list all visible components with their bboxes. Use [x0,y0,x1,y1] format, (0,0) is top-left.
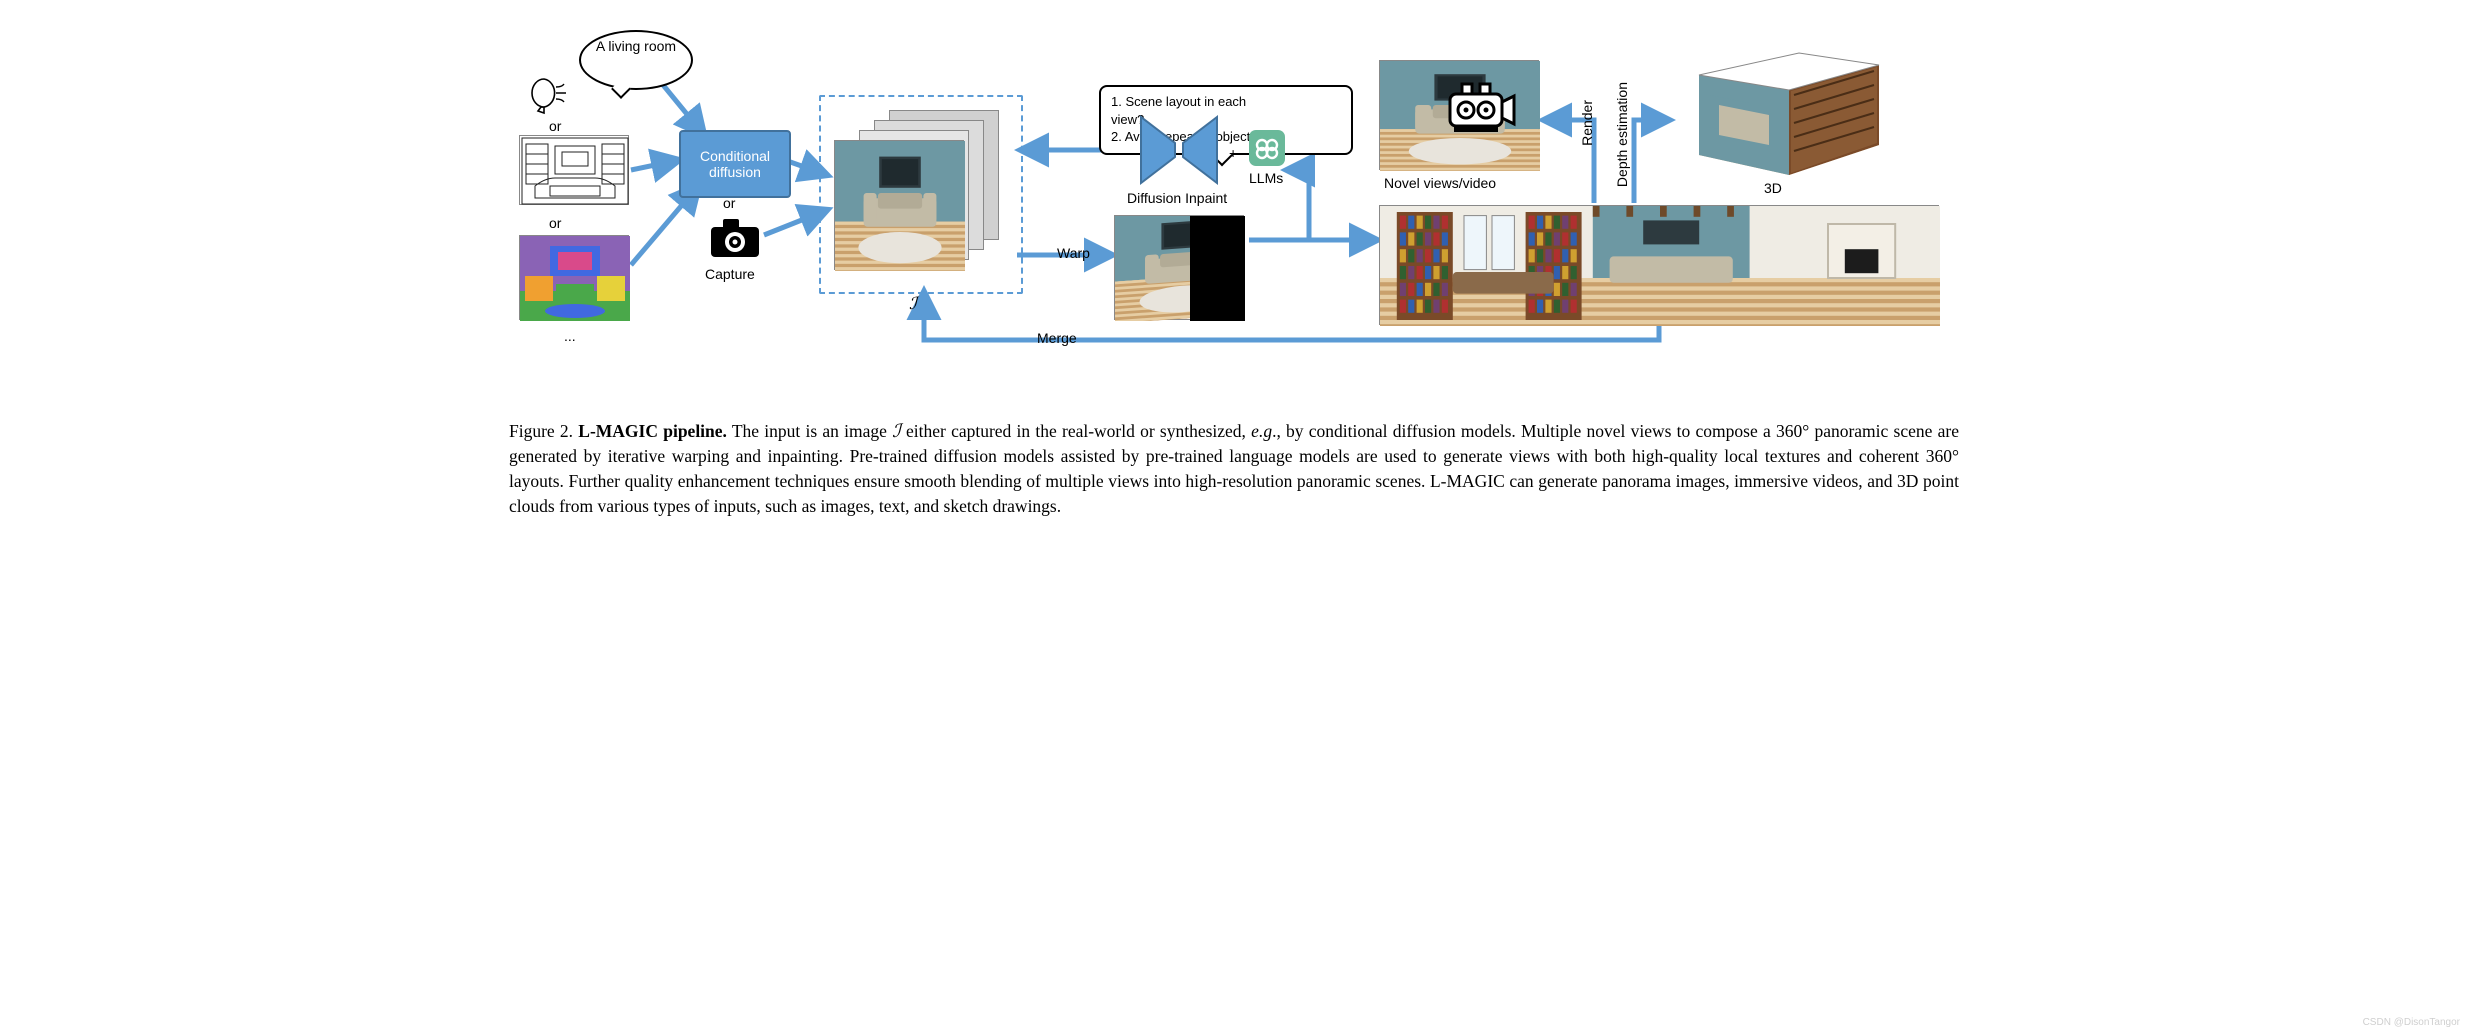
watermark-text: CSDN @DisonTangor [2363,1017,2460,1028]
diffusion-inpaint-label: Diffusion Inpaint [1127,190,1227,206]
camera-icon [709,215,761,261]
plus-label: + [1229,145,1237,161]
input-segmap-thumb [519,235,629,320]
pipeline-diagram: A living room ... or or or Conditi [509,20,1959,400]
input-sketch-thumb [519,135,629,205]
figure-number: Figure 2. [509,421,573,441]
merge-label: Merge [1037,330,1077,346]
conditional-diffusion-label: Conditional diffusion [685,148,785,180]
figure-caption: Figure 2. L-MAGIC pipeline. The input is… [509,418,1959,519]
render-label: Render [1579,100,1595,146]
ellipsis-label: ... [564,328,576,344]
three-d-pointcloud-thumb [1669,35,1899,180]
depth-estimation-label: Depth estimation [1614,82,1630,187]
llm-prompt-line1: 1. Scene layout in each [1111,93,1341,111]
novel-views-label: Novel views/video [1384,175,1496,191]
projector-icon [1444,80,1516,140]
speech-bubble-text: A living room [596,38,676,54]
three-d-label: 3D [1764,180,1782,196]
capture-label: Capture [705,266,755,282]
caption-body: The input is an image ℐ either captured … [509,421,1959,516]
diffusion-inpaint-icon [1139,115,1219,185]
image-symbol-I: ℐ [909,293,917,314]
talking-head-icon [524,75,569,115]
llm-prompt-bubble: 1. Scene layout in each view? 2. Avoid r… [1099,85,1353,155]
or-label-1: or [549,118,561,134]
caption-lead: L-MAGIC pipeline. [578,421,727,441]
panorama-image [1379,205,1939,325]
or-label-2: or [549,215,561,231]
llms-label: LLMs [1249,170,1283,186]
warp-label: Warp [1057,245,1090,261]
warped-masked-image [1114,215,1244,320]
speech-bubble-input-text: A living room [579,30,693,90]
conditional-diffusion-box: Conditional diffusion [679,130,791,198]
llm-icon [1249,130,1285,166]
main-generated-image [834,140,964,270]
